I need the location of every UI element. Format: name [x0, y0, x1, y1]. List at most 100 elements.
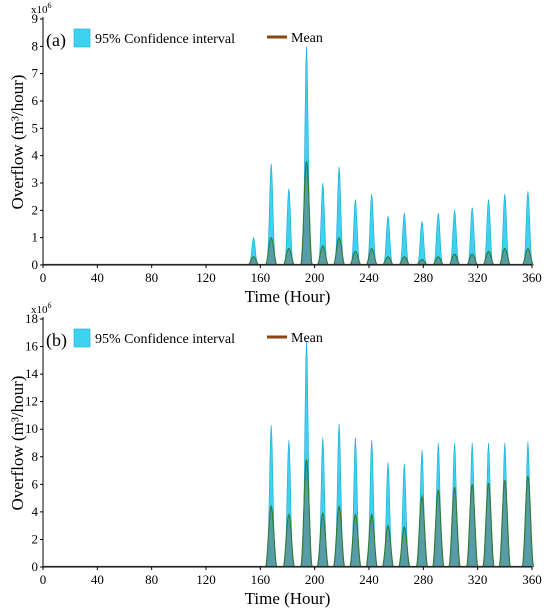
mean-line-peak	[415, 494, 429, 568]
mean-line-peak	[498, 480, 512, 568]
y-tick-label: 8	[32, 38, 39, 53]
mean-area-peak	[466, 254, 478, 265]
y-tick-label: 0	[32, 257, 39, 272]
mean-line-peak	[382, 256, 394, 266]
x-tick-label: 160	[251, 270, 271, 285]
mean-line-peak	[332, 236, 346, 266]
y-tick-label: 2	[32, 531, 39, 546]
y-tick-label: 6	[32, 476, 39, 491]
mean-line-peak	[349, 250, 362, 266]
y-tick-label: 5	[32, 120, 39, 135]
y-tick-label: 4	[32, 504, 39, 519]
mean-area-peak	[522, 248, 534, 265]
x-tick-label: 200	[305, 270, 325, 285]
x-tick-label: 320	[468, 270, 488, 285]
mean-area-peak	[482, 251, 495, 265]
x-tick-label: 0	[40, 270, 47, 285]
x-tick-label: 280	[414, 270, 434, 285]
mean-line-peak	[416, 258, 428, 266]
mean-line-peak	[398, 525, 411, 568]
y-tick-label: 8	[32, 449, 39, 464]
legend-mean-label: Mean	[291, 31, 323, 46]
mean-line-peak	[466, 253, 479, 266]
legend-ci-swatch	[73, 328, 91, 348]
x-tick-label: 0	[40, 572, 47, 587]
mean-area-peak	[247, 256, 260, 265]
y-tick-label: 7	[32, 66, 39, 81]
mean-area-peak	[333, 506, 345, 567]
mean-line-peak	[300, 459, 313, 568]
y-tick-label: 4	[32, 148, 39, 163]
y-tick-label: 2	[32, 202, 39, 217]
mean-line-peak	[482, 482, 495, 568]
mean-line-peak	[521, 475, 535, 568]
mean-area-peak	[398, 527, 410, 567]
legend-ci-swatch	[73, 28, 91, 48]
mean-line-peak	[398, 256, 411, 266]
mean-line-peak	[432, 489, 445, 568]
mean-area-peak	[366, 248, 378, 265]
mean-area-peak	[283, 248, 295, 265]
y-tick-label: 1	[32, 230, 39, 245]
x-tick-label: 40	[91, 572, 104, 587]
mean-area-peak	[482, 483, 495, 567]
panel-label: (a)	[46, 30, 66, 51]
mean-area-peak	[499, 248, 511, 265]
mean-line-peak	[316, 511, 330, 568]
x-tick-label: 80	[145, 572, 158, 587]
mean-area-peak	[432, 489, 444, 567]
legend-mean-label: Mean	[291, 331, 323, 346]
mean-line-peak	[365, 512, 378, 568]
y-axis-title: Overflow (m³/hour)	[8, 376, 27, 511]
mean-area-peak	[265, 506, 277, 567]
mean-line-peak	[316, 245, 329, 266]
x-tick-label: 160	[251, 572, 271, 587]
x-axis-title: Time (Hour)	[245, 589, 331, 608]
mean-area-peak	[416, 259, 428, 265]
mean-line-peak	[265, 236, 278, 266]
x-tick-label: 360	[522, 572, 542, 587]
mean-area-peak	[333, 237, 345, 265]
x-tick-label: 360	[522, 270, 542, 285]
mean-area-peak	[499, 480, 511, 567]
x-tick-label: 80	[145, 270, 158, 285]
mean-line-peak	[282, 513, 296, 568]
mean-area-peak	[398, 256, 410, 265]
mean-area-peak	[265, 237, 277, 265]
mean-area-peak	[349, 514, 362, 567]
y-tick-label: 10	[25, 421, 38, 436]
y-tick-label: 0	[32, 559, 39, 574]
x-tick-label: 240	[359, 572, 379, 587]
mean-area-peak	[317, 245, 329, 265]
chart-panel-b: 0 2 4 6 8 10 12 14 16 18 0 40 80 120 160 200 240 280 320 36…	[8, 301, 542, 608]
mean-area-peak	[382, 525, 394, 567]
mean-line-peak	[365, 247, 378, 266]
y-tick-label: 12	[25, 394, 38, 409]
y-tick-label: 14	[25, 366, 39, 381]
y-axis-title: Overflow (m³/hour)	[8, 75, 27, 210]
mean-line-peak	[349, 512, 362, 568]
panel-label: (b)	[46, 330, 67, 351]
mean-area-peak	[448, 254, 461, 265]
x-tick-label: 120	[196, 270, 216, 285]
x-tick-label: 280	[414, 572, 434, 587]
mean-line-peak	[482, 250, 495, 266]
mean-line-peak	[448, 253, 461, 266]
mean-line-peak	[465, 484, 479, 568]
mean-line-peak	[521, 247, 534, 266]
mean-area-peak	[349, 251, 362, 265]
mean-line-peak	[282, 247, 295, 266]
mean-area-peak	[366, 514, 378, 567]
mean-line-peak	[448, 486, 461, 568]
x-tick-label: 320	[468, 572, 488, 587]
y-tick-label: 16	[25, 339, 39, 354]
mean-area-peak	[382, 256, 394, 265]
y-tick-label: 18	[25, 311, 38, 326]
x-axis-title: Time (Hour)	[245, 287, 331, 306]
y-multiplier: x106	[31, 301, 52, 316]
y-tick-label: 3	[32, 175, 39, 190]
mean-line-peak	[432, 256, 445, 266]
x-tick-label: 240	[359, 270, 379, 285]
ci-band-peak	[416, 221, 428, 266]
